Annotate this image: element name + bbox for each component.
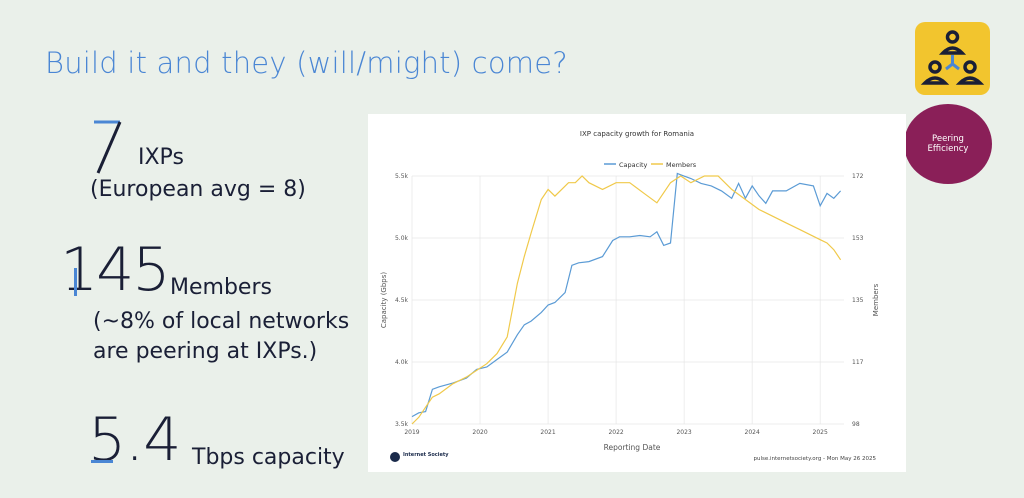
x-tick-label: 2024 [745, 429, 760, 436]
x-axis-label: Reporting Date [604, 443, 661, 452]
stat-number: 145 [60, 235, 171, 305]
y2-axis-ticks: 98 117 135 153 172 [852, 173, 864, 428]
y2-axis-label: Members [872, 283, 880, 316]
y2-tick-label: 172 [852, 173, 864, 180]
y-tick-label: 4.0k [395, 359, 409, 366]
stat-label: Members [170, 275, 272, 300]
chart-grid [411, 175, 844, 425]
chart-panel: IXP capacity growth for Romania 3.5k 4.0k… [368, 114, 906, 472]
y-tick-label: 4.5k [395, 297, 409, 304]
slide-title: Build it and they (will/might) come? [45, 46, 568, 80]
x-tick-label: 2020 [472, 429, 487, 436]
legend-members-label: Members [666, 161, 697, 169]
internet-society-logo: Internet Society [390, 452, 449, 462]
series-line-capacity [411, 172, 842, 418]
stat-note-line1: (~8% of local networks [93, 309, 350, 334]
y-tick-label: 3.5k [395, 421, 409, 428]
y-axis-ticks: 3.5k 4.0k 4.5k 5.0k 5.5k [395, 173, 409, 428]
circle-label-line2: Efficiency [927, 144, 969, 154]
chart-legend: Capacity Members [604, 161, 697, 169]
circle-label-line1: Peering [932, 133, 964, 144]
x-tick-label: 2025 [813, 429, 828, 436]
y-axis-label: Capacity (Gbps) [380, 272, 388, 329]
peering-badge [915, 22, 990, 95]
legend-capacity-label: Capacity [619, 161, 648, 169]
stat-label: IXPs [138, 145, 184, 170]
capacity-chart: IXP capacity growth for Romania 3.5k 4.0k… [380, 130, 880, 462]
y2-tick-label: 98 [852, 421, 860, 428]
peering-efficiency-circle: Peering Efficiency [904, 104, 992, 184]
people-network-icon [920, 30, 985, 85]
accent-bar [74, 268, 77, 296]
x-tick-label: 2023 [676, 429, 691, 436]
y2-tick-label: 153 [852, 235, 864, 242]
stat-note: (European avg = 8) [90, 177, 306, 202]
stat-label: Tbps capacity [192, 445, 345, 470]
logo-text: Internet Society [403, 452, 449, 458]
y-tick-label: 5.0k [395, 235, 409, 242]
x-tick-label: 2019 [404, 429, 419, 436]
stat-note-line2: are peering at IXPs.) [93, 339, 318, 364]
chart-source: pulse.internetsociety.org - Mon May 26 2… [754, 456, 877, 462]
y2-tick-label: 135 [852, 297, 864, 304]
x-tick-label: 2021 [540, 429, 555, 436]
x-tick-label: 2022 [608, 429, 623, 436]
series-line-members [411, 175, 842, 425]
x-axis-ticks: 2019 2020 2021 2022 2023 2024 2025 [404, 429, 828, 436]
accent-bar [91, 460, 113, 463]
number-seven [94, 120, 122, 174]
chart-title: IXP capacity growth for Romania [580, 130, 694, 138]
series-lines [411, 172, 842, 425]
y2-tick-label: 117 [852, 359, 864, 366]
y-tick-label: 5.5k [395, 173, 409, 180]
